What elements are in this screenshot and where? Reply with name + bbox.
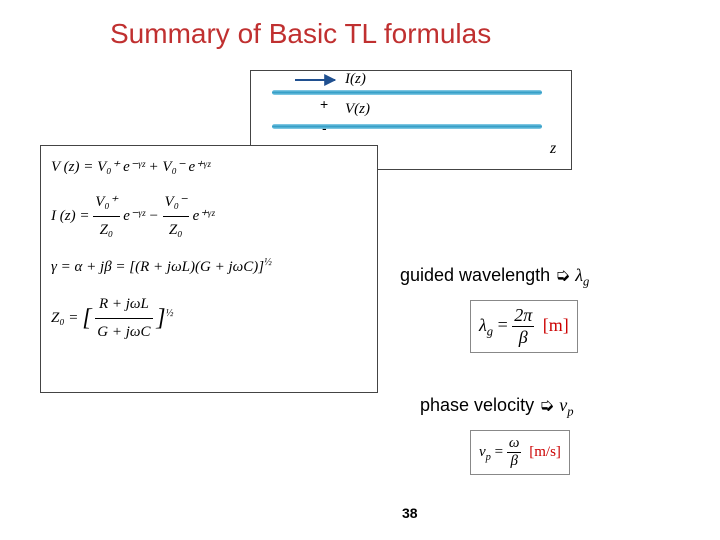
formula-Z0: Z₀ = [ R + jωL G + jωC ]½: [51, 291, 367, 346]
page-number: 38: [402, 505, 418, 521]
tl-bottom-conductor: [272, 124, 542, 129]
label-V: V(z): [345, 101, 370, 118]
phase-velocity-label: phase velocity ➭ vp: [420, 395, 573, 420]
label-plus: +: [320, 96, 328, 112]
lambda-g-formula: λg = 2π β [m]: [470, 300, 578, 353]
formula-box: V (z) = V₀⁺ e⁻ᵞᶻ + V₀⁻ e⁺ᵞᶻ I (z) = V₀⁺ …: [40, 145, 378, 393]
label-I: I(z): [345, 71, 366, 88]
formula-Vz: V (z) = V₀⁺ e⁻ᵞᶻ + V₀⁻ e⁺ᵞᶻ: [51, 154, 367, 181]
vp-formula: vp = ω β [m/s]: [470, 430, 570, 475]
label-minus: -: [322, 120, 327, 136]
formula-gamma: γ = α + jβ = [(R + jωL)(G + jωC)]½: [51, 254, 367, 281]
label-z: z: [550, 140, 556, 158]
guided-wavelength-label: guided wavelength ➭ λg: [400, 265, 589, 290]
slide-title: Summary of Basic TL formulas: [110, 18, 491, 50]
tl-top-conductor: [272, 90, 542, 95]
formula-Iz: I (z) = V₀⁺ Z₀ e⁻ᵞᶻ − V₀⁻ Z₀ e⁺ᵞᶻ: [51, 189, 367, 244]
